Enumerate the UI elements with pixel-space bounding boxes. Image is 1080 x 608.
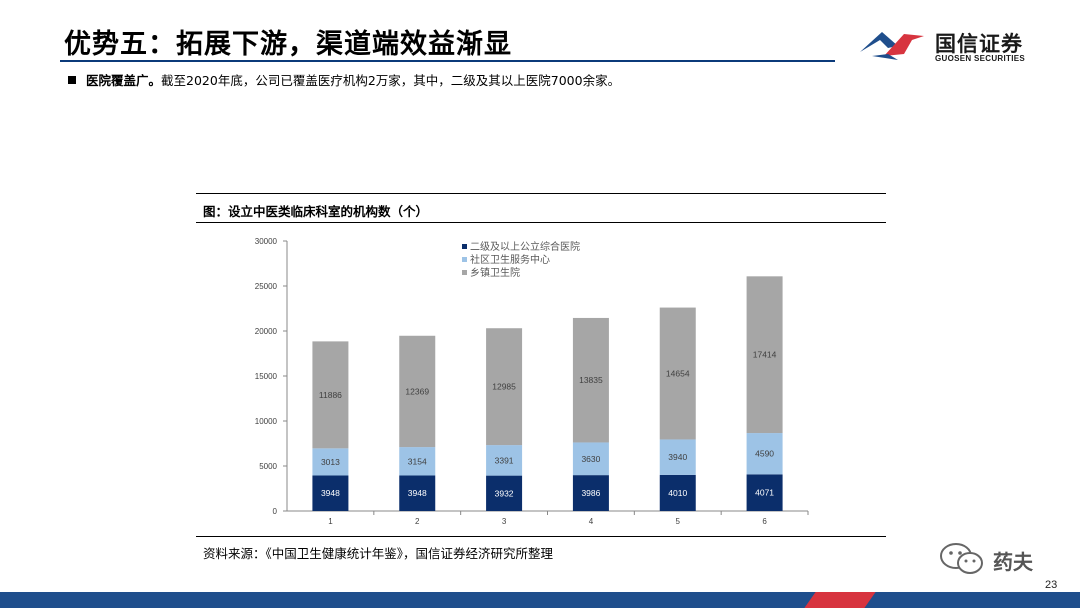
slide-title: 优势五：拓展下游，渠道端效益渐显 bbox=[64, 29, 512, 60]
wechat-icon bbox=[940, 543, 983, 574]
y-tick-label: 0 bbox=[273, 507, 278, 516]
figure-bottom-rule bbox=[196, 536, 886, 537]
watermark: 药夫 bbox=[938, 541, 1048, 577]
y-tick-label: 25000 bbox=[255, 282, 278, 291]
bar-segment bbox=[659, 439, 696, 475]
bar-segment bbox=[312, 475, 349, 511]
title-divider bbox=[60, 60, 835, 62]
data-label: 3948 bbox=[408, 488, 427, 498]
y-tick-label: 20000 bbox=[255, 327, 278, 336]
bullet-text: 截至2020年底，公司已覆盖医疗机构2万家，其中，二级及其以上医院7000余家。 bbox=[161, 73, 621, 88]
data-label: 4590 bbox=[755, 449, 774, 459]
y-tick-label: 15000 bbox=[255, 372, 278, 381]
y-tick-label: 10000 bbox=[255, 417, 278, 426]
data-label: 3630 bbox=[581, 454, 600, 464]
data-label: 3932 bbox=[495, 488, 514, 498]
bar-segment bbox=[746, 276, 783, 434]
footer-blue-accent bbox=[864, 592, 1080, 608]
bar-segment bbox=[399, 335, 436, 448]
data-label: 14654 bbox=[666, 369, 690, 379]
bar-segment bbox=[399, 447, 436, 476]
data-label: 3013 bbox=[321, 457, 340, 467]
y-tick-label: 30000 bbox=[255, 237, 278, 246]
data-label: 3948 bbox=[321, 488, 340, 498]
bar-segment bbox=[312, 448, 349, 476]
legend-label: 二级及以上公立综合医院 bbox=[470, 240, 580, 253]
square-bullet-icon bbox=[68, 76, 76, 84]
x-tick-label: 1 bbox=[328, 517, 333, 526]
bar-segment bbox=[746, 474, 783, 511]
bar-segment bbox=[572, 475, 609, 511]
y-tick-label: 5000 bbox=[259, 462, 277, 471]
figure-caption: 图：设立中医类临床科室的机构数（个） bbox=[203, 204, 429, 219]
source-note: 资料来源：《中国卫生健康统计年鉴》，国信证券经济研究所整理 bbox=[203, 546, 554, 561]
bar-segment bbox=[312, 341, 349, 449]
bar-segment bbox=[486, 475, 523, 511]
bar-segment bbox=[486, 445, 523, 476]
data-label: 3940 bbox=[668, 452, 687, 462]
bar-segment bbox=[572, 442, 609, 476]
watermark-text: 药夫 bbox=[993, 550, 1033, 574]
figure-caption-rule bbox=[196, 222, 886, 223]
bar-segment bbox=[572, 317, 609, 443]
page-number: 23 bbox=[1045, 579, 1058, 591]
x-tick-label: 4 bbox=[589, 517, 594, 526]
x-tick-label: 5 bbox=[676, 517, 681, 526]
data-label: 3391 bbox=[495, 455, 514, 465]
legend-swatch bbox=[462, 257, 467, 262]
logo-text-en: GUOSEN SECURITIES bbox=[935, 54, 1026, 63]
logo-mark-icon bbox=[860, 32, 924, 60]
data-label: 17414 bbox=[753, 350, 777, 360]
bar-segment bbox=[659, 307, 696, 440]
footer-band bbox=[0, 592, 1080, 608]
x-tick-label: 3 bbox=[502, 517, 507, 526]
bar-segment bbox=[486, 328, 523, 446]
bullet-point: 医院覆盖广。截至2020年底，公司已覆盖医疗机构2万家，其中，二级及其以上医院7… bbox=[68, 70, 620, 89]
bar-segment bbox=[746, 433, 783, 475]
legend-label: 乡镇卫生院 bbox=[470, 266, 520, 279]
data-label: 3986 bbox=[581, 488, 600, 498]
legend-label: 社区卫生服务中心 bbox=[470, 253, 550, 266]
data-label: 3154 bbox=[408, 456, 427, 466]
bullet-heading: 医院覆盖广。 bbox=[86, 73, 162, 88]
data-label: 4071 bbox=[755, 488, 774, 498]
bar-segment bbox=[399, 475, 436, 511]
x-tick-label: 6 bbox=[762, 517, 767, 526]
data-label: 12985 bbox=[492, 382, 516, 392]
x-tick-label: 2 bbox=[415, 517, 420, 526]
legend-swatch bbox=[462, 244, 467, 249]
data-label: 13835 bbox=[579, 375, 603, 385]
data-label: 11886 bbox=[319, 390, 342, 400]
logo-text-cn: 国信证券 bbox=[935, 32, 1023, 56]
figure-top-rule bbox=[196, 193, 886, 194]
bar-segment bbox=[659, 474, 696, 511]
data-label: 12369 bbox=[405, 386, 429, 396]
data-label: 4010 bbox=[668, 488, 687, 498]
company-logo: 国信证券 GUOSEN SECURITIES bbox=[858, 26, 1058, 66]
legend-swatch bbox=[462, 270, 467, 275]
